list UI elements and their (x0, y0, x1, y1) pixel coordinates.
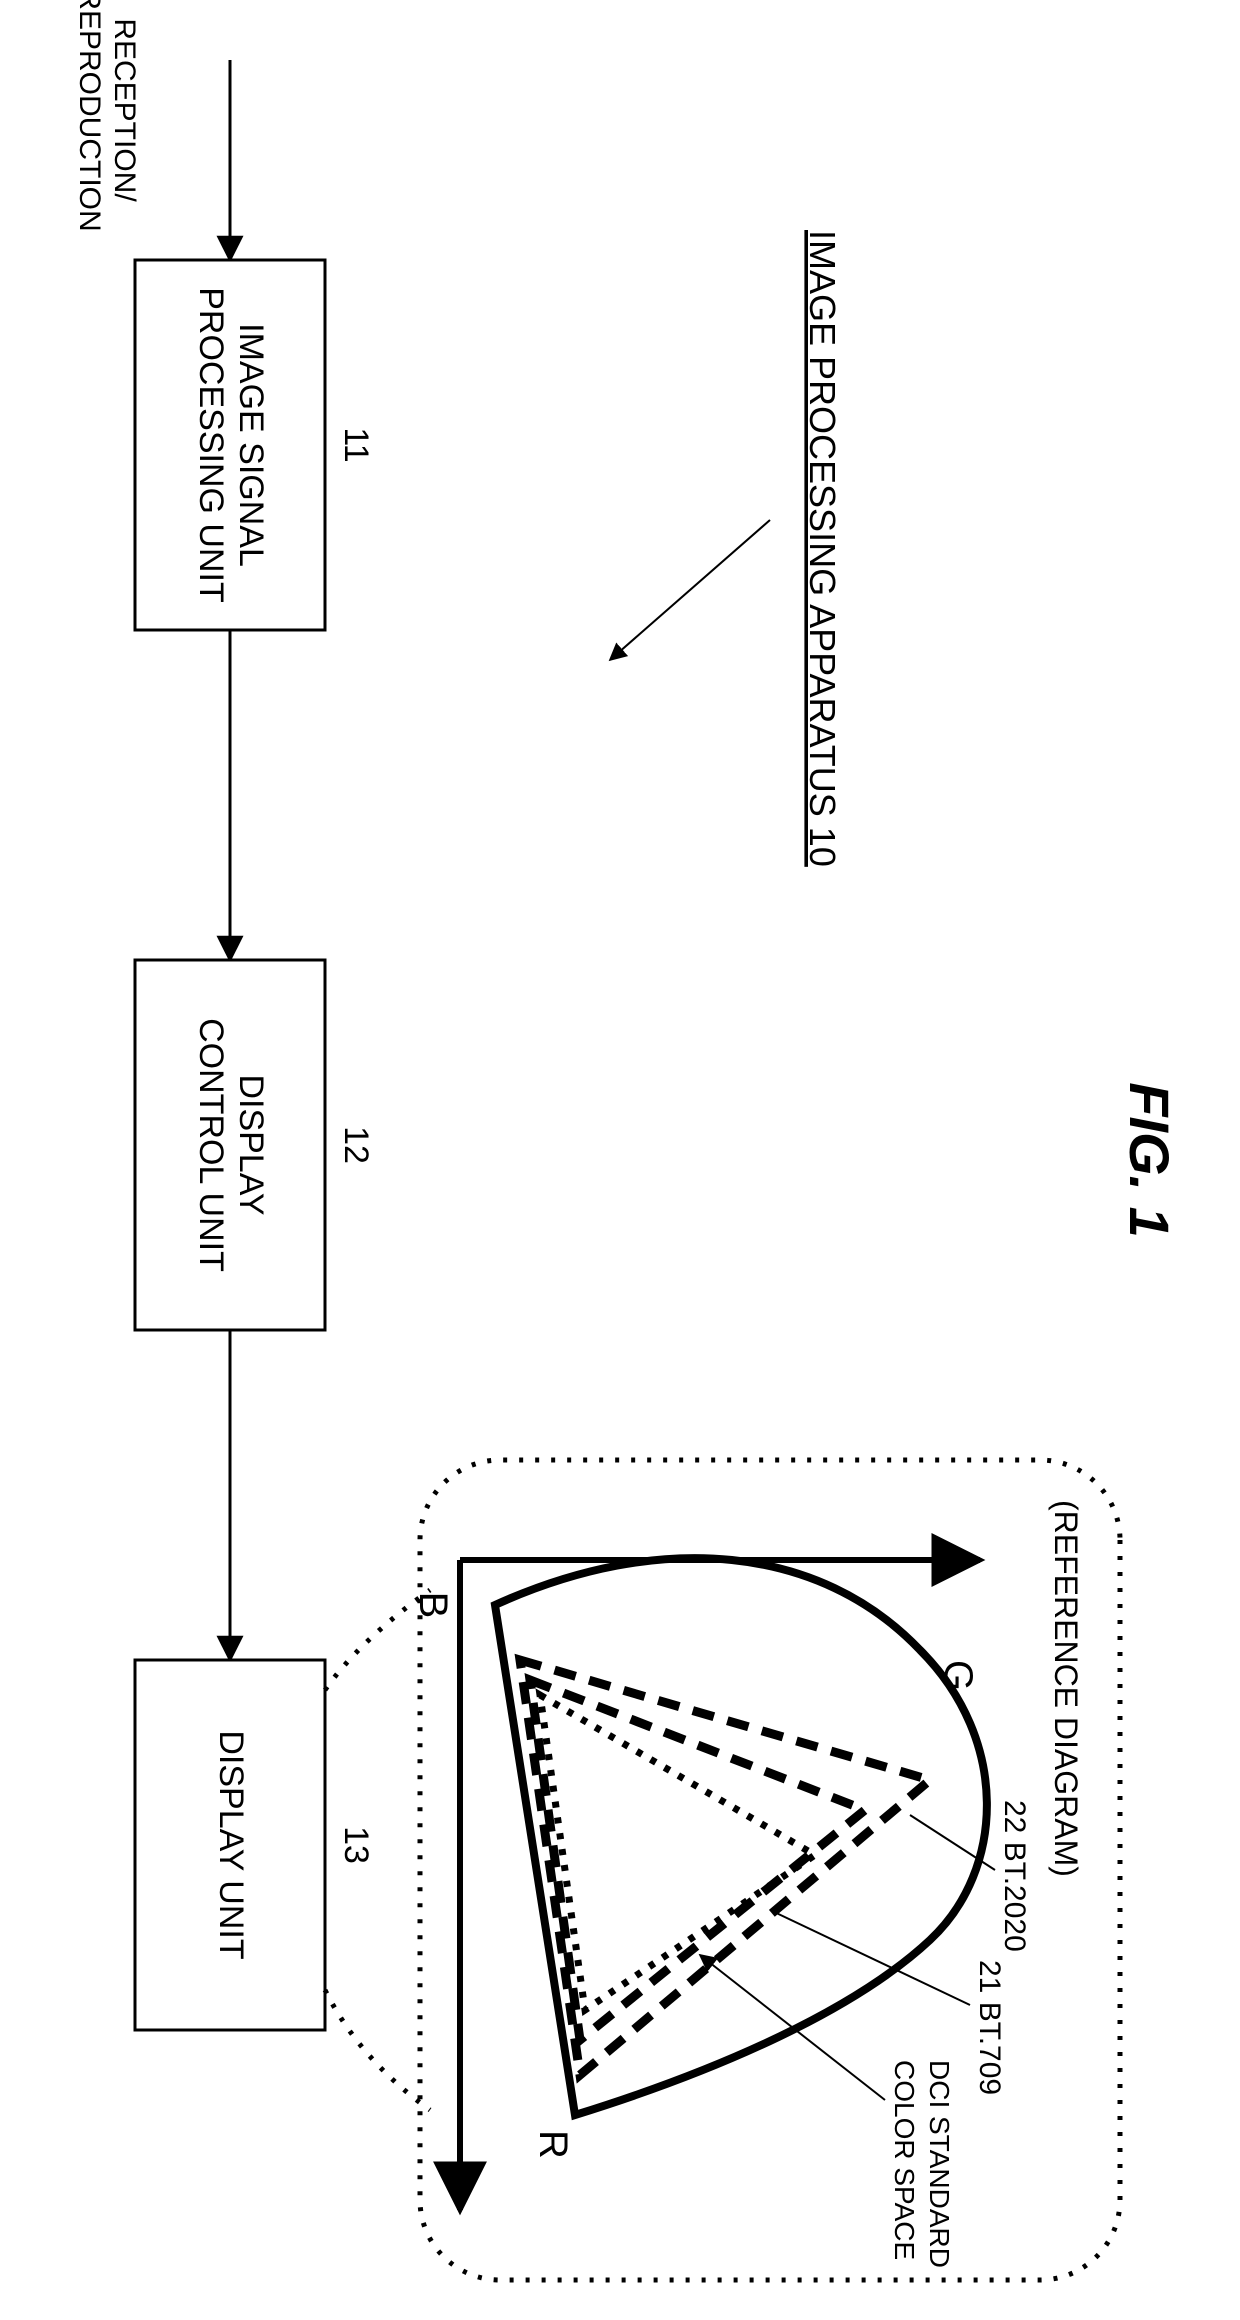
block-12-line1: DISPLAY (232, 1074, 270, 1215)
block-12-id: 12 (337, 1126, 375, 1164)
vertex-r: R (531, 2130, 575, 2159)
block-11-id: 11 (337, 427, 375, 462)
chromaticity-diagram: G B R 22 BT.2020 21 BT.709 DCI STANDARD … (411, 1558, 1031, 2268)
callout-dci-line1: DCI STANDARD (924, 2060, 955, 2268)
vertex-g: G (936, 1660, 980, 1691)
dci-triangle (530, 1680, 865, 2040)
callout-bt2020: 22 BT.2020 (998, 1800, 1031, 1952)
block-11-line1: IMAGE SIGNAL (232, 323, 270, 567)
block-12-line2: CONTROL UNIT (192, 1018, 230, 1272)
apparatus-pointer (610, 520, 770, 660)
bubble-leader-right (325, 1990, 430, 2110)
block-11-line2: PROCESSING UNIT (192, 287, 230, 602)
input-label-line1: RECEPTION/ (108, 18, 141, 202)
vertex-b: B (411, 1592, 455, 1619)
bt709-triangle (540, 1695, 815, 2010)
apparatus-label: IMAGE PROCESSING APPARATUS 10 (802, 230, 843, 867)
figure-title: FIG. 1 (1118, 1082, 1181, 1238)
block-13-id: 13 (337, 1826, 375, 1864)
reference-title: (REFERENCE DIAGRAM) (1048, 1500, 1084, 1877)
input-label-line2: REPRODUCTION (73, 0, 106, 232)
callout-dci-line2: COLOR SPACE (889, 2060, 920, 2260)
callout-bt709: 21 BT.709 (973, 1960, 1006, 2095)
block-13-line1: DISPLAY UNIT (212, 1730, 250, 1959)
